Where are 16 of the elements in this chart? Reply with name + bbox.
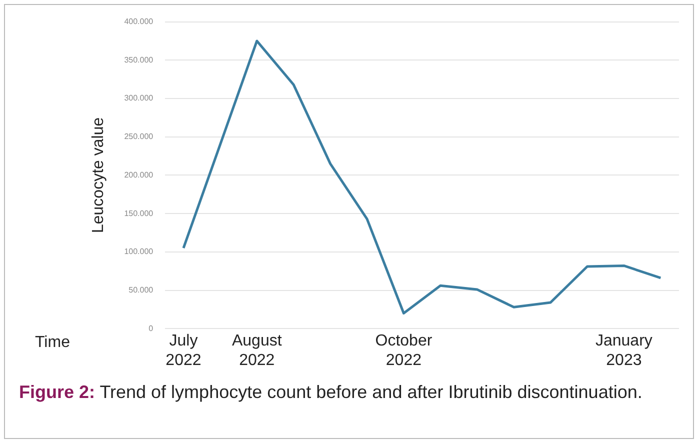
x-tick-label: July 2022	[166, 332, 202, 369]
caption: Figure 2: Trend of lymphocyte count before and after Ibrutinib discontinuation.	[19, 381, 644, 404]
y-tick-label: 350.000	[124, 55, 154, 64]
y-tick-label: 0	[148, 324, 154, 333]
y-axis-title: Leucocyte value	[90, 117, 108, 234]
y-tick-label: 200.000	[124, 170, 154, 180]
y-tick-label: 250.000	[124, 132, 154, 142]
y-tick-label: 400.000	[124, 17, 154, 26]
x-tick-label: January 2023	[595, 332, 652, 369]
y-tick-label: 150.000	[124, 208, 154, 218]
y-tick-label: 50.000	[128, 285, 154, 294]
y-tick-label: 100.000	[124, 247, 154, 256]
y-tick-label: 300.000	[124, 94, 154, 103]
x-axis-title: Time	[35, 334, 70, 352]
x-tick-label: August 2022	[232, 332, 282, 369]
x-tick-label: October 2022	[375, 332, 433, 369]
